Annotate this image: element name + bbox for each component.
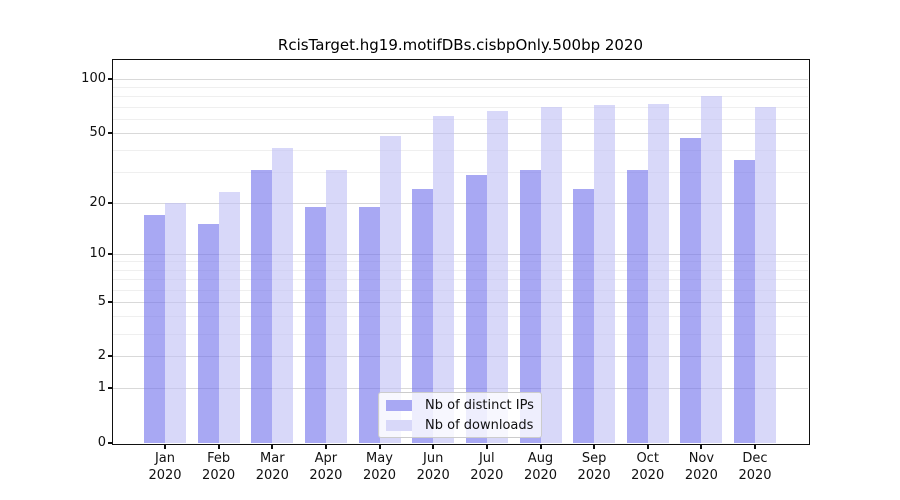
bar-aug-downloads (540, 106, 562, 443)
gridlines-layer (113, 60, 808, 443)
bar-feb-downloads (218, 192, 240, 443)
x-tick-mark (593, 444, 596, 449)
legend-swatch-distinct-ips (386, 399, 412, 411)
bar-jul-downloads (486, 111, 508, 443)
y-tick-label: 5 (97, 293, 106, 309)
gridline-minor (113, 172, 808, 174)
bar-mar-distinct-ips (251, 169, 273, 443)
bars-layer (113, 60, 808, 443)
y-tick-mark (108, 300, 113, 303)
x-tick-label: Apr 2020 (309, 451, 343, 483)
x-tick-label: May 2020 (362, 451, 397, 483)
plot-area: Nb of distinct IPs Nb of downloads (111, 58, 810, 445)
x-tick-mark (646, 444, 649, 449)
gridline-minor (113, 106, 808, 108)
y-tick-mark (108, 78, 113, 80)
bar-jun-downloads (433, 116, 455, 443)
gridline-minor (113, 316, 808, 318)
gridline-major (113, 202, 808, 204)
legend: Nb of distinct IPs Nb of downloads (378, 392, 542, 438)
x-tick-mark (485, 444, 488, 449)
y-tick-mark (108, 442, 113, 444)
bar-sep-downloads (594, 104, 616, 443)
x-tick-mark (432, 444, 435, 449)
x-tick-label: Mar 2020 (255, 451, 289, 483)
gridline-minor (113, 279, 808, 280)
x-tick-mark (754, 444, 756, 449)
y-tick-mark (108, 201, 113, 204)
gridline-major (113, 132, 808, 134)
bar-may-downloads (379, 136, 401, 443)
bar-sep-distinct-ips (573, 189, 595, 443)
bar-dec-distinct-ips (734, 160, 755, 443)
legend-label-distinct-ips: Nb of distinct IPs (425, 397, 534, 413)
gridline-minor (113, 289, 808, 291)
x-tick-label: Feb 2020 (202, 451, 236, 483)
gridline-major (113, 388, 808, 390)
bar-nov-distinct-ips (680, 137, 702, 443)
legend-label-downloads: Nb of downloads (425, 417, 534, 433)
gridline-minor (113, 118, 808, 120)
bar-jan-distinct-ips (144, 215, 165, 443)
bar-oct-downloads (647, 103, 669, 443)
y-tick-mark (108, 252, 113, 255)
bar-jun-distinct-ips (412, 189, 434, 443)
gridline-minor (113, 150, 808, 152)
gridline-major (113, 79, 808, 80)
x-tick-label: Jan 2020 (148, 451, 182, 483)
legend-swatch-downloads (386, 419, 412, 431)
x-tick-mark (324, 444, 327, 449)
x-tick-label: Dec 2020 (738, 451, 772, 483)
x-tick-label: Oct 2020 (631, 451, 665, 483)
x-tick-label: Jun 2020 (416, 451, 450, 483)
bar-oct-distinct-ips (626, 169, 648, 443)
bar-aug-distinct-ips (519, 169, 541, 443)
x-tick-mark (700, 444, 703, 449)
gridline-minor (113, 261, 808, 263)
gridline-minor (113, 333, 808, 335)
bar-dec-downloads (755, 106, 776, 443)
x-tick-label: Nov 2020 (684, 451, 718, 483)
bar-mar-downloads (272, 148, 294, 443)
x-tick-mark (164, 444, 166, 449)
x-tick-mark (378, 444, 381, 449)
bar-apr-downloads (325, 169, 347, 443)
bar-nov-downloads (701, 96, 723, 443)
x-tick-label: Sep 2020 (577, 451, 611, 483)
x-tick-mark (539, 444, 542, 449)
legend-item-downloads: Nb of downloads (386, 417, 541, 434)
y-tick-label: 10 (89, 245, 106, 261)
y-tick-label: 2 (97, 348, 106, 364)
gridline-minor (113, 87, 808, 89)
y-tick-label: 100 (81, 71, 106, 86)
y-tick-mark (108, 355, 113, 358)
bar-jul-distinct-ips (465, 174, 487, 443)
y-tick-mark (108, 387, 113, 390)
y-tick-label: 20 (89, 194, 106, 210)
bar-jan-downloads (165, 202, 186, 443)
y-tick-label: 0 (97, 435, 106, 450)
bar-may-distinct-ips (358, 206, 380, 443)
legend-item-distinct-ips: Nb of distinct IPs (386, 397, 541, 414)
y-tick-label: 1 (97, 380, 106, 396)
bar-feb-distinct-ips (197, 224, 219, 443)
gridline-minor (113, 96, 808, 98)
chart-title: RcisTarget.hg19.motifDBs.cisbpOnly.500bp… (277, 36, 644, 54)
gridline-major (113, 356, 808, 358)
y-tick-label: 50 (89, 124, 106, 140)
gridline-major (113, 253, 808, 255)
x-tick-label: Aug 2020 (523, 451, 558, 483)
x-tick-mark (271, 444, 274, 449)
y-tick-mark (108, 131, 113, 134)
x-tick-mark (217, 444, 220, 449)
gridline-major (113, 301, 808, 303)
bar-apr-distinct-ips (304, 206, 326, 443)
gridline-minor (113, 269, 808, 271)
x-tick-label: Jul 2020 (470, 451, 504, 483)
